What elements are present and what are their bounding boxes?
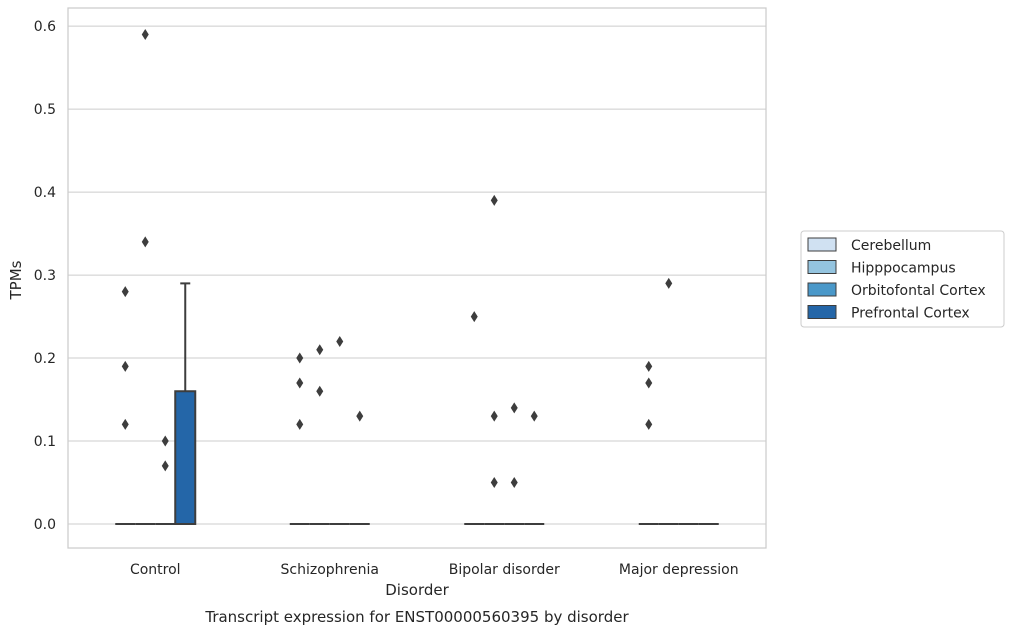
chart-caption: Transcript expression for ENST0000056039… <box>204 608 629 626</box>
y-tick-label: 0.0 <box>34 517 56 533</box>
outlier-point <box>296 418 304 430</box>
plot-frame <box>67 7 767 549</box>
y-tick-label: 0.5 <box>34 102 56 118</box>
legend-swatch <box>807 237 837 252</box>
x-axis-label: Disorder <box>385 581 449 599</box>
outlier-point <box>665 277 673 289</box>
x-tick-label: Major depression <box>619 562 739 578</box>
outlier-point <box>141 28 149 40</box>
legend-swatch <box>807 260 837 274</box>
box-group <box>329 335 350 525</box>
box-group <box>349 410 370 525</box>
x-tick-label: Control <box>130 562 181 578</box>
x-tick-labels: Control Schizophrenia Bipolar disorder Majo… <box>130 562 739 578</box>
box-group <box>484 194 505 525</box>
y-axis-label: TPMs <box>7 260 25 300</box>
box <box>174 390 197 525</box>
outlier-point <box>490 477 498 489</box>
y-tick-label: 0.4 <box>34 185 56 201</box>
legend-label: Cerebellum <box>851 238 931 254</box>
outlier-point <box>161 460 169 472</box>
legend-swatch <box>807 305 837 319</box>
outlier-point <box>510 402 518 414</box>
box-group <box>309 344 330 525</box>
outlier-point <box>510 477 518 489</box>
outlier-point <box>161 435 169 447</box>
box-group <box>289 352 310 525</box>
y-tick-label: 0.2 <box>34 351 56 367</box>
outlier-point <box>470 311 478 323</box>
y-tick-labels: 0.0 0.1 0.2 0.3 0.4 0.5 0.6 <box>34 19 56 533</box>
box-group <box>524 410 545 525</box>
outlier-point <box>490 194 498 206</box>
box-group <box>638 360 659 525</box>
x-tick-label: Schizophrenia <box>281 562 379 578</box>
outlier-point <box>336 335 344 347</box>
outlier-point <box>316 344 324 356</box>
legend: Cerebellum Hipppocampus Orbitofontal Corte… <box>800 230 1005 328</box>
outlier-point <box>645 377 653 389</box>
outlier-point <box>356 410 364 422</box>
box-group <box>174 282 197 525</box>
y-tick-label: 0.3 <box>34 268 56 284</box>
outlier-point <box>530 410 538 422</box>
outlier-point <box>316 385 324 397</box>
outlier-point <box>645 360 653 372</box>
box-group <box>464 311 485 525</box>
box-group <box>135 28 156 525</box>
outlier-point <box>296 352 304 364</box>
legend-frame <box>800 230 1005 328</box>
legend-label: Orbitofontal Cortex <box>851 283 986 299</box>
box-layer <box>115 28 719 525</box>
y-tick-label: 0.6 <box>34 19 56 35</box>
outlier-point <box>296 377 304 389</box>
box-group <box>658 277 679 525</box>
outlier-point <box>121 360 129 372</box>
outlier-point <box>490 410 498 422</box>
outlier-point <box>645 418 653 430</box>
plot-background <box>68 8 766 548</box>
box-group <box>155 435 176 525</box>
legend-label: Hipppocampus <box>851 261 956 277</box>
outlier-point <box>121 418 129 430</box>
legend-label: Prefrontal Cortex <box>851 306 970 322</box>
box-group <box>504 402 525 525</box>
legend-swatch <box>807 282 837 297</box>
outlier-point <box>121 286 129 298</box>
box-group <box>115 286 136 525</box>
y-tick-label: 0.1 <box>34 434 56 450</box>
outlier-point <box>141 236 149 248</box>
x-tick-label: Bipolar disorder <box>449 562 560 578</box>
